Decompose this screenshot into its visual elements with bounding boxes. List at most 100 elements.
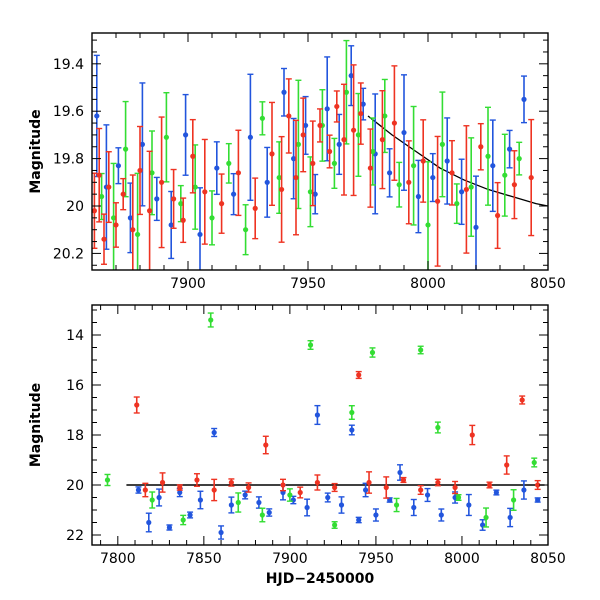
data-point — [256, 499, 262, 506]
data-point — [281, 89, 287, 95]
y-tick-label: 19.6 — [53, 104, 84, 120]
data-point — [197, 231, 203, 238]
data-point — [466, 502, 472, 508]
data-point — [473, 224, 479, 230]
data-point — [187, 512, 193, 518]
data-point — [411, 504, 417, 511]
data-point — [360, 101, 366, 107]
data-point — [312, 191, 318, 197]
data-point — [245, 484, 252, 491]
data-point — [307, 342, 314, 348]
data-point — [168, 222, 174, 228]
data-point — [338, 502, 345, 508]
data-point — [259, 512, 265, 518]
data-point — [307, 189, 313, 195]
data-point — [130, 227, 136, 233]
data-point — [511, 182, 517, 188]
x-tick-label: 8000 — [410, 276, 446, 292]
data-point — [211, 429, 217, 436]
plot-area — [92, 39, 548, 270]
data-point — [171, 196, 177, 202]
data-point — [349, 427, 355, 433]
data-point — [459, 189, 465, 195]
data-point — [391, 120, 397, 126]
data-point — [242, 492, 248, 498]
data-point — [159, 479, 166, 486]
data-point — [411, 163, 417, 169]
data-point — [495, 212, 501, 219]
data-point — [336, 141, 342, 147]
data-point — [291, 156, 297, 162]
data-point — [439, 141, 445, 147]
x-tick-label: 8050 — [530, 276, 566, 292]
y-tick-label: 22 — [66, 528, 84, 544]
data-point — [401, 129, 407, 136]
x-tick-label: 7950 — [358, 551, 394, 567]
data-point — [269, 151, 275, 157]
data-point — [228, 502, 234, 508]
data-point — [139, 141, 145, 147]
data-point — [383, 484, 389, 491]
data-point — [521, 96, 527, 102]
data-point — [438, 512, 444, 518]
data-point — [418, 487, 424, 493]
x-tick-label: 7900 — [272, 551, 308, 567]
data-point — [149, 497, 155, 503]
data-point — [502, 172, 508, 178]
plot-area — [104, 312, 545, 540]
data-point — [190, 153, 196, 159]
data-point — [166, 524, 173, 531]
data-point — [99, 193, 105, 200]
data-point — [228, 479, 234, 486]
y-tick-label: 20 — [66, 199, 84, 215]
data-point — [276, 174, 282, 181]
axes-frame — [91, 304, 549, 546]
data-point — [177, 489, 183, 496]
data-point — [341, 137, 347, 143]
x-tick-label: 7850 — [186, 551, 222, 567]
data-point — [177, 484, 183, 491]
data-point — [259, 115, 265, 121]
x-tick-label: 8000 — [444, 551, 480, 567]
data-point — [521, 487, 527, 493]
data-point — [231, 191, 237, 197]
data-point — [183, 132, 189, 138]
data-point — [325, 494, 331, 501]
data-point — [317, 122, 323, 129]
data-point — [113, 222, 119, 228]
data-point — [235, 499, 241, 506]
data-point — [356, 372, 362, 378]
data-point — [104, 477, 111, 483]
x-tick-label: 7900 — [170, 276, 206, 292]
data-point — [356, 517, 362, 523]
data-point — [115, 163, 121, 169]
data-point — [247, 134, 253, 140]
data-point — [327, 148, 333, 155]
data-point — [519, 397, 525, 403]
data-point — [297, 489, 303, 496]
x-tick-label: 7950 — [290, 276, 326, 292]
data-point — [264, 179, 270, 185]
data-point — [180, 517, 186, 523]
data-point — [202, 189, 208, 195]
data-point — [435, 424, 441, 431]
data-point — [159, 179, 165, 185]
x-tick-label: 8050 — [530, 551, 566, 567]
data-point — [504, 462, 510, 468]
data-point — [123, 146, 129, 152]
data-point — [279, 186, 285, 193]
data-point — [455, 494, 462, 501]
data-point — [355, 132, 361, 138]
y-tick-label: 18 — [66, 428, 84, 444]
data-point — [463, 186, 469, 193]
y-axis-title: Magnitude — [28, 383, 44, 467]
data-point — [134, 402, 140, 408]
data-point — [418, 347, 424, 353]
data-point — [485, 153, 491, 159]
data-point — [300, 132, 306, 138]
data-point — [490, 163, 496, 169]
data-point — [266, 509, 272, 516]
data-point — [226, 160, 232, 166]
data-point — [314, 412, 321, 418]
